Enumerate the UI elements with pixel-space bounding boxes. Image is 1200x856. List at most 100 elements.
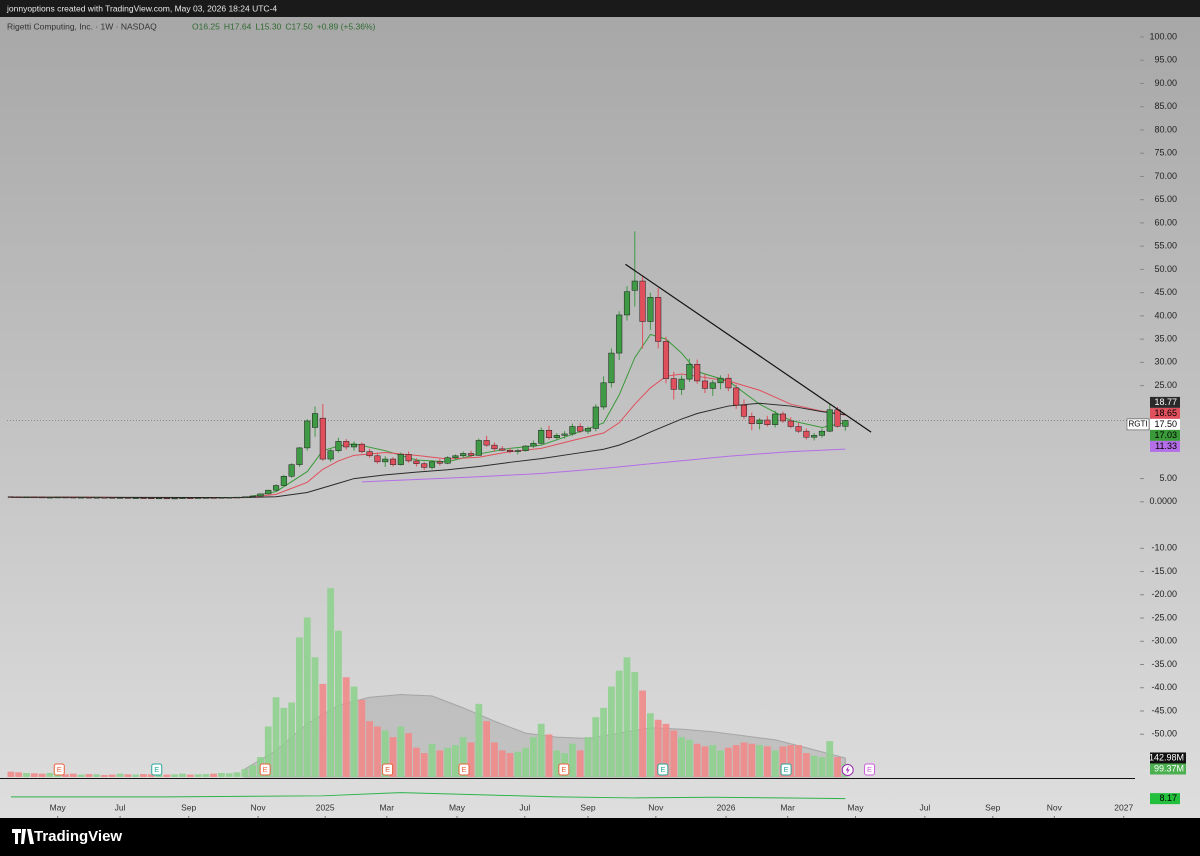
candle-body (405, 454, 412, 462)
candle-body (616, 314, 623, 354)
x-tick-label: Sep (580, 802, 595, 812)
earnings-marker (151, 763, 163, 776)
candle-body (491, 444, 498, 450)
candle-body (499, 448, 506, 451)
candle-body (787, 420, 794, 427)
earnings-marker (780, 763, 792, 776)
volume-bar (374, 726, 381, 777)
footer-text: TradingView (34, 828, 122, 845)
price-label: 17.03 (1154, 430, 1177, 440)
volume-bar (311, 657, 319, 777)
candle-body (826, 409, 833, 432)
volume-bar (7, 771, 15, 777)
volume-bar (85, 774, 93, 777)
volume-bar (327, 588, 335, 777)
y-tick-label: 70.00 (1154, 171, 1177, 181)
candle-body (530, 443, 537, 447)
candle-body (265, 489, 272, 495)
volume-bar (249, 765, 257, 777)
earnings-marker (53, 763, 65, 776)
volume-bar (202, 774, 210, 777)
volume-bar (116, 773, 124, 777)
volume-bar (397, 726, 405, 777)
volume-bar (834, 757, 841, 777)
candle-body (350, 443, 358, 448)
candle-body (93, 497, 100, 499)
candle-body (506, 449, 514, 452)
volume-bar (506, 753, 514, 777)
volume-bar (46, 773, 54, 777)
volume-bar (319, 683, 327, 777)
candle-body (592, 406, 599, 429)
volume-bar (756, 745, 763, 777)
volume-bar (483, 721, 491, 777)
x-tick-label: Sep (985, 802, 1000, 812)
x-tick-label: Nov (251, 802, 267, 812)
volume-bar (272, 697, 280, 777)
trendline (625, 263, 872, 433)
earnings-marker (558, 763, 570, 776)
y-tick-label: 40.00 (1154, 310, 1177, 320)
candle-body (662, 341, 670, 379)
volume-bar (670, 730, 678, 777)
candle-body (23, 496, 30, 499)
candle-body (54, 496, 61, 499)
volume-bar (30, 773, 38, 777)
volume-bar (140, 774, 147, 777)
y-tick-label: 65.00 (1154, 194, 1177, 204)
candle-body (538, 429, 545, 444)
volume-bar (124, 774, 132, 777)
volume-bar (584, 737, 592, 777)
earnings-marker (864, 763, 876, 776)
volume-bar (709, 745, 717, 777)
price-label-box (1150, 407, 1180, 419)
y-tick-label: -15.00 (1151, 566, 1177, 576)
volume-bar (452, 745, 459, 777)
volume-bar (381, 730, 389, 777)
volume-bar (537, 723, 545, 777)
candle-body (475, 440, 482, 456)
indicator-label: 8.17 (1159, 793, 1177, 803)
volume-ma-label: 142.98M (1149, 752, 1184, 762)
volume-bar (186, 774, 194, 777)
candle-body (795, 426, 802, 432)
volume-bar (607, 686, 615, 777)
volume-bar (342, 677, 350, 777)
candle-body (343, 441, 350, 448)
volume-bar (779, 746, 787, 777)
chart-title: Rigetti Computing, Inc. · 1W · NASDAQ (7, 21, 157, 31)
earnings-marker (657, 763, 669, 776)
y-tick-label: 60.00 (1154, 217, 1177, 227)
candle-body (428, 461, 436, 468)
ohlc-legend: O16.25 H17.64 L15.30 C17.50 +0.89 (+5.36%) (192, 21, 375, 31)
volume-bar (459, 737, 467, 777)
y-tick-label: 25.00 (1154, 380, 1177, 390)
y-tick-label: 5.00 (1159, 473, 1177, 483)
y-tick-label: -50.00 (1151, 729, 1177, 739)
volume-bar (748, 743, 756, 777)
volume-bar (615, 670, 623, 777)
candle-body (311, 413, 319, 428)
header: jonnyoptions created with TradingView.co… (6, 3, 277, 13)
volume-bar (358, 699, 366, 777)
legend-value: C17.50 (285, 21, 313, 31)
indicator-label-box (1150, 793, 1180, 805)
volume-bar (592, 717, 600, 777)
candle-body (655, 297, 662, 342)
candle-body (623, 291, 631, 316)
candle-body (834, 409, 841, 427)
volume-bar (389, 737, 397, 777)
candle-body (444, 457, 451, 464)
candle-body (382, 458, 389, 463)
candle-body (62, 496, 69, 499)
candle-body (31, 496, 38, 499)
volume-bar (296, 637, 303, 777)
candle-body (397, 454, 404, 465)
volume-bar (155, 775, 163, 777)
x-tick-label: May (50, 802, 67, 812)
candle-body (78, 497, 85, 499)
x-tick-label: Sep (181, 802, 196, 812)
y-tick-label: -45.00 (1151, 705, 1177, 715)
volume-bar (280, 707, 288, 777)
